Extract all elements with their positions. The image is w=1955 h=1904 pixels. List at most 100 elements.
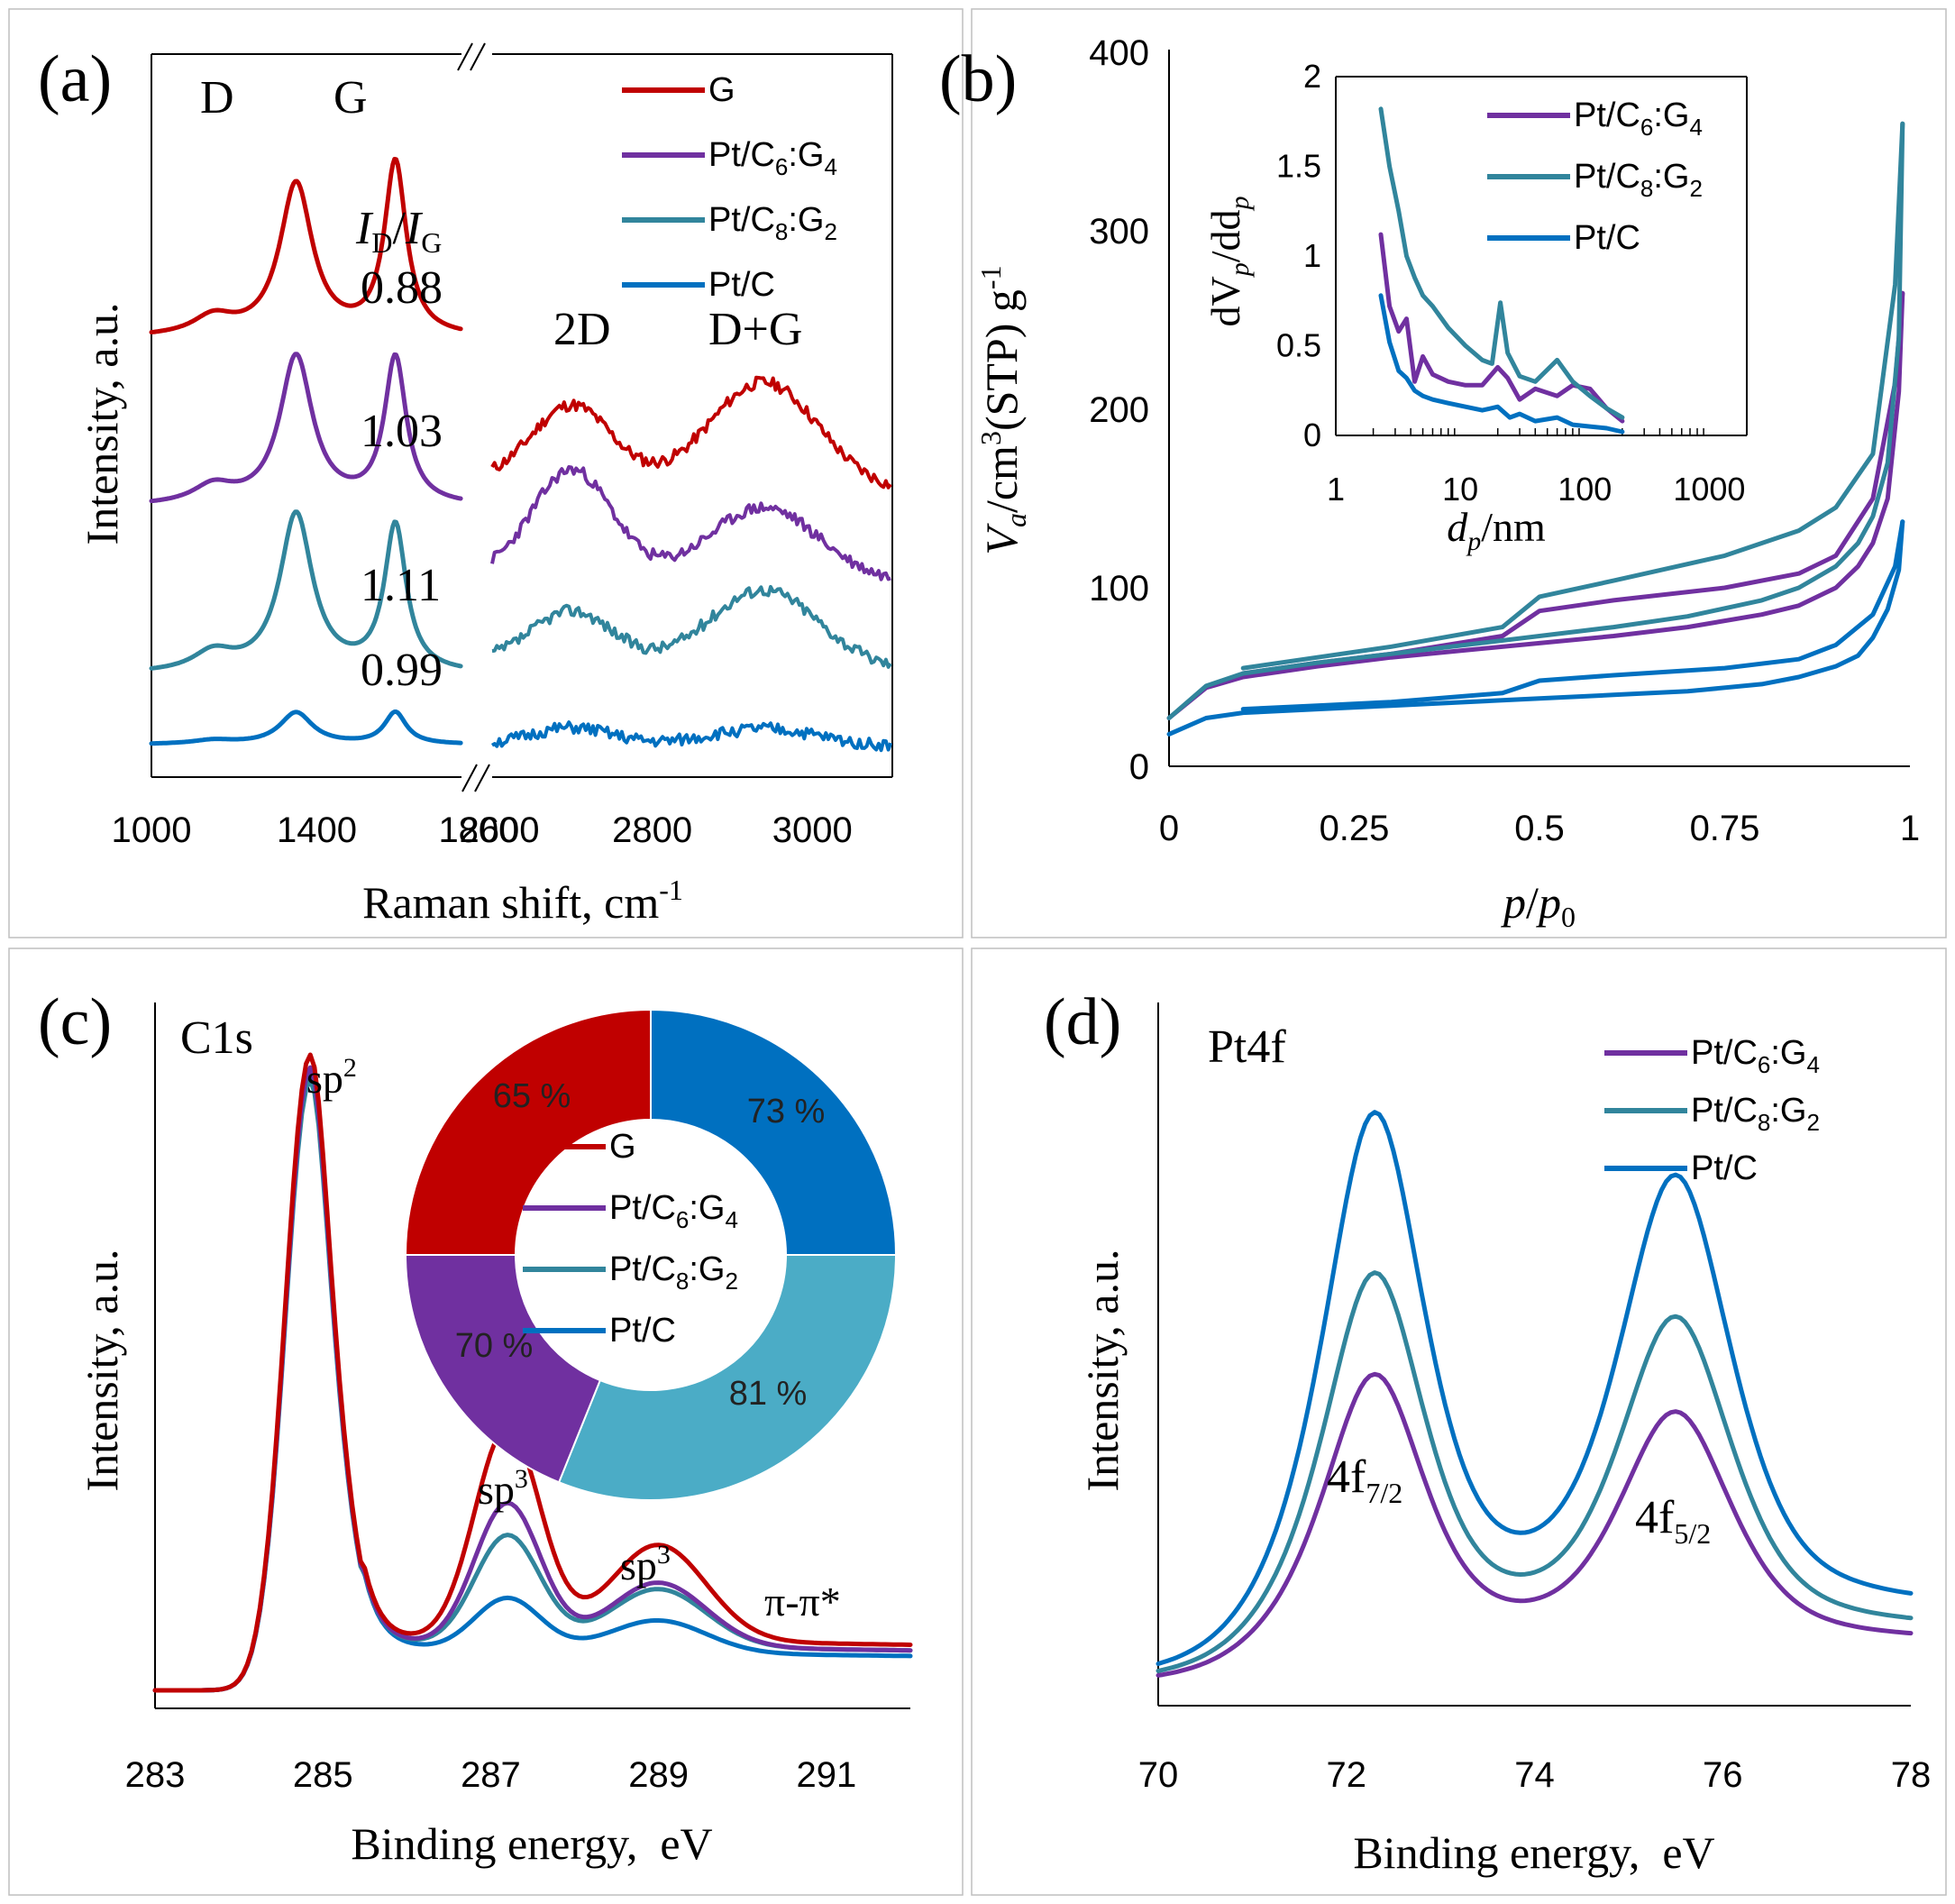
panel-a-label: (a) <box>38 42 112 116</box>
ratio-value-pt-c6g4: 1.03 <box>361 406 443 457</box>
inset-y-tick-1.5: 1.5 <box>1276 148 1321 185</box>
legend-b-pt-c6-g4-label: Pt/C6:G4 <box>1574 96 1703 141</box>
panel-d-y-label: Intensity, a.u. <box>1077 1250 1128 1492</box>
panel-c-y-label: Intensity, a.u. <box>77 1250 127 1492</box>
annotation-sp3-287: sp3 <box>478 1464 528 1513</box>
donut-legend-2-label: Pt/C8:G2 <box>609 1250 738 1295</box>
panel-c-label: (c) <box>38 985 112 1059</box>
panel-c-c1s: (c) C1s 283 285 287 289 291 73 % 81 % 70 % 65 %… <box>38 985 913 1869</box>
panel-d-x-tick-74: 74 <box>1514 1755 1555 1795</box>
inset-x-tick-100: 100 <box>1558 471 1612 508</box>
panel-c-x-label: Binding energy, eV <box>351 1818 712 1869</box>
panel-b-label: (b) <box>939 42 1017 116</box>
panel-a-legend: G Pt/C6:G4 Pt/C8:G2 Pt/C <box>622 71 837 304</box>
c1s-curve-g <box>152 1052 913 1693</box>
panel-c-x-tick-291: 291 <box>797 1755 857 1795</box>
panel-a-x-tick-1000: 1000 <box>112 810 192 850</box>
annotation-4f72: 4f7/2 <box>1327 1451 1402 1509</box>
panel-b-y-tick-100: 100 <box>1089 569 1149 609</box>
panel-a-y-label: Intensity, a.u. <box>77 303 127 545</box>
ratio-value-pt-c8g2: 1.11 <box>361 560 441 611</box>
donut-label-70: 70 % <box>455 1327 534 1365</box>
inset-curve-pt-c6-g4 <box>1378 232 1625 424</box>
panel-d-legend: Pt/C6:G4 Pt/C8:G2 Pt/C <box>1604 1034 1820 1187</box>
donut-slice-70 <box>404 1254 602 1484</box>
panel-b-curves <box>1166 121 1905 737</box>
legend-b-pt-c-label: Pt/C <box>1574 219 1640 257</box>
peak-label-2d: 2D <box>553 304 611 355</box>
annotation-pi-pi: π-π* <box>764 1579 841 1625</box>
panel-b-x-tick-0.75: 0.75 <box>1690 809 1760 848</box>
panel-b-y-tick-300: 300 <box>1089 212 1149 252</box>
panel-d-pt4f: (d) Pt4f 70 72 74 76 78 Pt/C6:G4Pt/C8:G2Pt/C… <box>1044 985 1931 1878</box>
annotation-4f52: 4f5/2 <box>1635 1492 1711 1550</box>
pt4f-curve-pt-c <box>1156 1110 1914 1666</box>
panel-a-curves <box>149 157 893 753</box>
donut-legend-1-label: Pt/C6:G4 <box>609 1189 738 1233</box>
panel-c-x-tick-285: 285 <box>293 1755 353 1795</box>
panel-b-x-tick-0.25: 0.25 <box>1320 809 1390 848</box>
panel-c-frame <box>8 947 964 1896</box>
inset-y-tick-2: 2 <box>1303 58 1321 95</box>
panel-d-title: Pt4f <box>1208 1021 1286 1073</box>
inset-x-tick-1: 1 <box>1327 471 1345 508</box>
peak-label-g: G <box>333 72 368 124</box>
legend-a-pt-c6-g4-label: Pt/C6:G4 <box>708 136 837 180</box>
panel-b-y-tick-200: 200 <box>1089 390 1149 430</box>
donut-legend: G Pt/C6:G4 Pt/C8:G2 Pt/C <box>523 1128 738 1350</box>
isotherm-ads-pt-c6-g4 <box>1166 290 1905 720</box>
isotherm-des-pt-c <box>1240 519 1905 712</box>
ratio-title: ID/IG <box>355 203 442 259</box>
legend-a-g-label: G <box>708 71 735 109</box>
panel-b-x-tick-0.5: 0.5 <box>1514 809 1565 848</box>
panel-b-frame <box>971 8 1947 938</box>
inset-y-tick-0: 0 <box>1303 416 1321 453</box>
axis-break-bottom <box>461 764 490 792</box>
panel-d-x-ticks: 70 72 74 76 78 <box>1138 1755 1932 1795</box>
donut-chart: 73 % 81 % 70 % 65 % <box>404 1008 898 1501</box>
raman-low-g <box>149 157 463 334</box>
panel-d-x-tick-70: 70 <box>1138 1755 1179 1795</box>
donut-label-73: 73 % <box>747 1093 826 1130</box>
panel-c-x-tick-283: 283 <box>125 1755 186 1795</box>
raman-low-pt-c6-g4 <box>149 352 463 504</box>
legend-a-pt-c-label: Pt/C <box>708 266 775 304</box>
inset-x-label: dp/nm <box>1447 504 1546 556</box>
panel-a-x-tick-1400: 1400 <box>277 810 357 850</box>
panel-b-y-tick-400: 400 <box>1089 33 1149 73</box>
raman-high-pt-c8-g2 <box>491 584 892 669</box>
panel-a-frame <box>8 8 964 938</box>
panel-b-x-tick-0: 0 <box>1159 809 1179 848</box>
panel-a-x-tick-1800: 1800 <box>438 810 518 850</box>
panel-d-label: (d) <box>1044 985 1121 1059</box>
legend-d-pt-c-label: Pt/C <box>1691 1149 1758 1187</box>
raman-high-pt-c6-g4 <box>490 464 891 581</box>
inset-curve-pt-c <box>1378 293 1625 435</box>
panel-c-x-tick-287: 287 <box>461 1755 521 1795</box>
raman-low-pt-c8-g2 <box>149 509 463 671</box>
peak-label-dg: D+G <box>708 304 802 355</box>
donut-slice-65 <box>404 1008 652 1256</box>
donut-legend-0-label: G <box>609 1128 636 1166</box>
panel-b-x-tick-1: 1 <box>1900 809 1920 848</box>
panel-a-x-tick-2600: 2600 <box>460 810 540 850</box>
raman-high-g <box>490 375 892 490</box>
panel-c-title: C1s <box>180 1012 253 1064</box>
raman-high-pt-c <box>490 720 893 753</box>
raman-low-pt-c <box>149 709 463 746</box>
panel-a-x-label: Raman shift, cm-1 <box>362 874 683 928</box>
panel-b-y-tick-0: 0 <box>1129 747 1149 787</box>
panel-c-x-tick-289: 289 <box>628 1755 689 1795</box>
donut-slice-73 <box>650 1008 898 1256</box>
panel-d-x-tick-76: 76 <box>1703 1755 1743 1795</box>
legend-b-pt-c8-g2-label: Pt/C8:G2 <box>1574 158 1703 202</box>
inset-ticks: 1 10 100 1000 0 0.5 1 1.5 2 <box>1276 58 1748 508</box>
isotherm-ads-pt-c8-g2 <box>1166 121 1905 720</box>
inset-y-tick-1: 1 <box>1303 237 1321 274</box>
inset-legend: Pt/C6:G4 Pt/C8:G2 Pt/C <box>1487 96 1703 257</box>
axis-break-top <box>457 42 486 71</box>
